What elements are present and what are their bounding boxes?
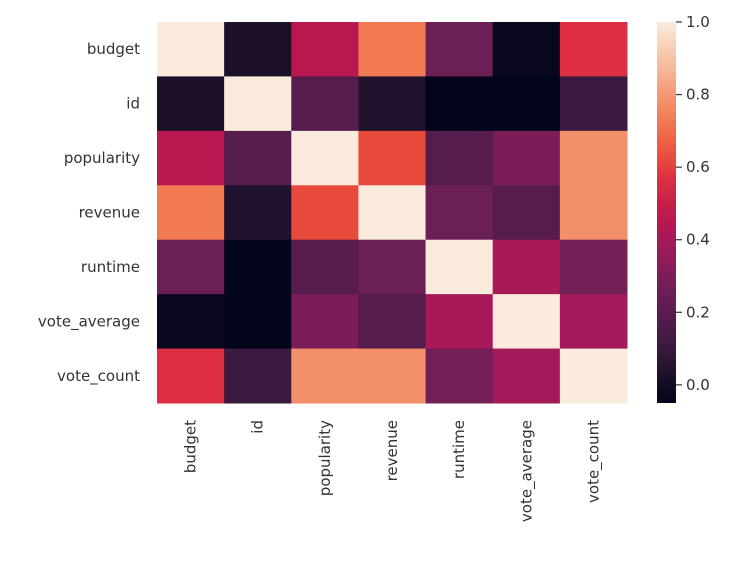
heatmap-cell-popularity-budget [157, 130, 225, 186]
heatmap-cell-vote_count-id [224, 348, 292, 404]
y-tick-label: id [126, 95, 140, 113]
heatmap-cell-runtime-popularity [291, 239, 359, 295]
x-tick-label: revenue [383, 420, 401, 481]
heatmap-cell-runtime-id [224, 239, 292, 295]
heatmap-cell-vote_count-budget [157, 348, 225, 404]
colorbar-tick-label: 0.4 [686, 231, 710, 249]
heatmap-cell-revenue-id [224, 185, 292, 241]
y-tick-label: revenue [79, 204, 140, 222]
x-tick-label: runtime [450, 420, 468, 479]
heatmap-cell-budget-vote_count [559, 22, 628, 77]
heatmap-cell-popularity-vote_count [559, 130, 628, 186]
colorbar-gradient [657, 22, 676, 403]
heatmap-cell-revenue-budget [157, 185, 225, 241]
heatmap-cell-vote_count-revenue [358, 348, 427, 404]
heatmap-cell-popularity-id [224, 130, 292, 186]
heatmap-cell-runtime-vote_count [559, 239, 628, 295]
heatmap-cell-id-revenue [358, 76, 427, 132]
heatmap-cell-revenue-runtime [425, 185, 494, 241]
heatmap-cell-budget-vote_average [492, 22, 561, 77]
x-tick-label: vote_average [517, 420, 536, 522]
heatmap-cell-vote_count-vote_count [559, 348, 628, 404]
colorbar-tick-label: 0.0 [686, 376, 710, 394]
heatmap-cell-id-popularity [291, 76, 359, 132]
heatmap-cell-vote_average-vote_average [492, 294, 561, 350]
heatmap-cell-runtime-budget [157, 239, 225, 295]
heatmap-cell-revenue-vote_average [492, 185, 561, 241]
y-tick-label: budget [87, 40, 140, 58]
y-tick-label: vote_count [57, 367, 140, 386]
heatmap-cell-vote_count-popularity [291, 348, 359, 404]
heatmap-cell-revenue-vote_count [559, 185, 628, 241]
heatmap-cell-budget-budget [157, 22, 225, 77]
heatmap-cell-vote_average-vote_count [559, 294, 628, 350]
heatmap-cell-vote_average-id [224, 294, 292, 350]
heatmap-cell-runtime-vote_average [492, 239, 561, 295]
heatmap-cells [157, 22, 628, 404]
colorbar-tick-label: 1.0 [686, 13, 710, 31]
heatmap-cell-id-id [224, 76, 292, 132]
heatmap-cell-vote_count-runtime [425, 348, 494, 404]
heatmap-cell-vote_count-vote_average [492, 348, 561, 404]
x-tick-label: id [249, 420, 267, 434]
colorbar-tick-label: 0.6 [686, 158, 710, 176]
heatmap-cell-budget-revenue [358, 22, 427, 77]
heatmap-cell-popularity-popularity [291, 130, 359, 186]
colorbar-tick-label: 0.8 [686, 86, 710, 104]
heatmap-cell-vote_average-revenue [358, 294, 427, 350]
heatmap-cell-runtime-runtime [425, 239, 494, 295]
x-tick-label: vote_count [584, 420, 603, 503]
colorbar: 0.0 0.2 0.4 0.6 0.8 1.0 [657, 13, 710, 403]
heatmap-cell-popularity-runtime [425, 130, 494, 186]
heatmap-cell-budget-popularity [291, 22, 359, 77]
heatmap-cell-runtime-revenue [358, 239, 427, 295]
heatmap-cell-budget-runtime [425, 22, 494, 77]
y-tick-label: runtime [81, 258, 140, 276]
y-tick-label: popularity [64, 149, 140, 167]
heatmap-cell-budget-id [224, 22, 292, 77]
heatmap-cell-vote_average-popularity [291, 294, 359, 350]
heatmap-cell-id-vote_count [559, 76, 628, 132]
x-tick-label: popularity [316, 420, 334, 496]
heatmap-cell-revenue-popularity [291, 185, 359, 241]
colorbar-tick-label: 0.2 [686, 303, 710, 321]
x-tick-labels: budget id popularity revenue runtime vote_ave… [182, 420, 604, 522]
heatmap-cell-vote_average-runtime [425, 294, 494, 350]
y-tick-label: vote_average [38, 312, 140, 331]
heatmap-cell-revenue-revenue [358, 185, 427, 241]
heatmap-cell-popularity-revenue [358, 130, 427, 186]
heatmap-cell-popularity-vote_average [492, 130, 561, 186]
x-tick-label: budget [182, 420, 200, 473]
heatmap-cell-id-budget [157, 76, 225, 132]
heatmap-cell-vote_average-budget [157, 294, 225, 350]
heatmap-cell-id-vote_average [492, 76, 561, 132]
y-tick-labels: budget id popularity revenue runtime vote_ave… [38, 40, 140, 386]
heatmap-cell-id-runtime [425, 76, 494, 132]
